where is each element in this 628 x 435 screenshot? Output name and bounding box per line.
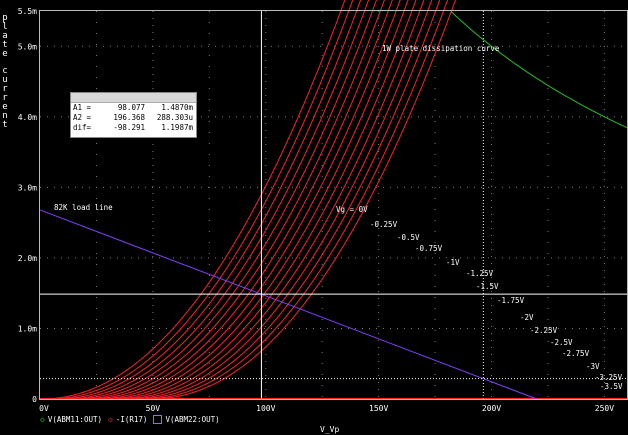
curve-label: -1.5V <box>476 282 499 291</box>
y-label-char: t <box>2 120 7 130</box>
cursor-row: dif= -98.291 1.1987m <box>71 123 196 133</box>
cursor-y: 1.1987m <box>161 123 193 132</box>
diamond-marker-icon: ◇ <box>40 414 45 424</box>
curve-label: -3.5V <box>600 382 623 391</box>
plate-curve <box>40 0 354 400</box>
y-tick-label: 3.0m <box>18 183 37 192</box>
load-line-segment <box>39 209 537 400</box>
dissipation-curve <box>450 11 628 129</box>
y-label-char: a <box>2 31 7 41</box>
plate-curve <box>40 0 417 400</box>
x-tick-label: 250V <box>595 404 614 413</box>
curve-label: -2.25V <box>530 326 558 335</box>
x-axis-label: V_Vp <box>320 425 340 434</box>
legend-item[interactable]: ◇ V(ABM11:OUT) <box>40 415 102 424</box>
annotations: Vg = 0V-0.25V -0.5V -0.75V-1V -1.25V -1.5V -1… <box>54 44 623 391</box>
plate-curve <box>40 0 457 400</box>
y-label-char: l <box>2 22 7 32</box>
cursor-row: A2 = 196.368 288.303u <box>71 113 196 123</box>
x-tick-label: 100V <box>256 404 275 413</box>
cursor-name: dif= <box>73 123 92 132</box>
diamond-marker-icon: ◇ <box>108 414 113 424</box>
curve-label: -1.25V <box>466 269 494 278</box>
plate-curve <box>40 0 362 400</box>
plate-curve <box>40 0 370 400</box>
y-tick-label: 0 <box>32 395 37 404</box>
curve-label: -2V <box>520 313 534 322</box>
y-label-char: p <box>2 13 7 23</box>
cursor-row: A1 = 98.077 1.4870m <box>71 103 196 113</box>
x-tick-label: 200V <box>482 404 501 413</box>
legend-item[interactable]: V(ABM22:OUT) <box>153 414 220 424</box>
y-tick-label: 5.0m <box>18 42 37 51</box>
curve-label: -2.75V <box>562 349 590 358</box>
y-label-char: n <box>2 111 7 121</box>
x-axis-ticks: 0V 50V 100V 150V 200V 250V <box>39 404 614 413</box>
curve-label: -0.5V <box>397 233 420 242</box>
y-label-char: e <box>2 49 7 59</box>
plate-curve <box>40 0 433 400</box>
cursor-x: 196.368 <box>113 113 145 122</box>
load-line-label: 82K load line <box>54 203 113 212</box>
curve-label: Vg = 0V <box>336 205 368 214</box>
plate-curve <box>40 0 346 400</box>
y-tick-label: 4.0m <box>18 113 37 122</box>
legend-label: V(ABM11:OUT) <box>47 414 103 424</box>
y-tick-label: 1.0m <box>18 324 37 333</box>
curve-label: -1.75V <box>497 296 525 305</box>
plate-curve <box>40 0 441 400</box>
cursor-name: A1 = <box>73 103 92 112</box>
cursor-readout-panel[interactable]: A1 = 98.077 1.4870m A2 = 196.368 288.303… <box>70 92 197 138</box>
y-label-char: u <box>2 75 7 85</box>
y-label-char: r <box>2 93 8 103</box>
cursor-x: -98.291 <box>113 123 145 132</box>
curve-label: -3V <box>586 362 600 371</box>
y-tick-label: 2.0m <box>18 254 37 263</box>
plate-curves <box>40 0 627 400</box>
plot-frame <box>39 10 628 400</box>
plate-curve <box>40 0 449 400</box>
plate-curve <box>40 0 425 400</box>
cursor-name: A2 = <box>73 113 92 122</box>
y-label-char: c <box>2 66 7 76</box>
legend-item[interactable]: ◇ -I(R17) <box>108 415 147 424</box>
x-tick-label: 50V <box>146 404 161 413</box>
plate-curve <box>40 0 385 400</box>
x-tick-label: 0V <box>39 404 49 413</box>
plate-curve <box>40 0 409 400</box>
plate-curve <box>40 0 401 400</box>
dissipation-label: 1W plate dissipation curve <box>382 44 500 53</box>
trace-legend: ◇ V(ABM11:OUT) ◇ -I(R17) V(ABM22:OUT) <box>40 414 226 424</box>
square-marker-icon <box>153 414 163 424</box>
cursor-readout-titlebar[interactable] <box>71 93 196 103</box>
y-label-char: e <box>2 102 7 112</box>
cursor-lines <box>40 11 627 399</box>
y-label-char: r <box>2 84 8 94</box>
plot-grid <box>40 11 627 399</box>
plate-curve <box>40 0 378 400</box>
cursor-y: 288.303u <box>156 113 193 122</box>
curve-label: -3.25V <box>595 373 623 382</box>
plate-curve <box>40 0 393 400</box>
dissipation-line <box>450 11 628 129</box>
y-axis-ticks: 0 1.0m 2.0m 3.0m 4.0m 5.0m 5.5m <box>18 7 37 404</box>
legend-label: -I(R17) <box>115 414 148 424</box>
curve-label: -2.5V <box>550 338 573 347</box>
cursor-x: 98.077 <box>117 103 145 112</box>
legend-label: V(ABM22:OUT) <box>165 414 220 424</box>
y-label-char: t <box>2 40 7 50</box>
curve-label: -0.75V <box>415 244 443 253</box>
curve-label: -0.25V <box>370 220 398 229</box>
x-tick-label: 150V <box>369 404 388 413</box>
curve-label: -1V <box>446 258 460 267</box>
load-line <box>39 209 537 400</box>
y-tick-label: 5.5m <box>18 7 37 16</box>
cursor-y: 1.4870m <box>161 103 193 112</box>
